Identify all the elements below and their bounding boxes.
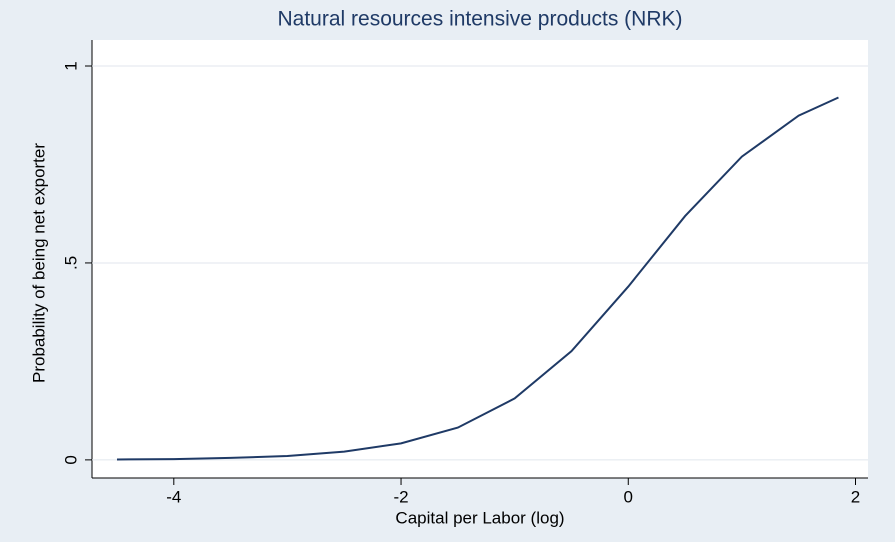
plot-area	[92, 40, 868, 478]
y-tick-label: .5	[61, 256, 80, 270]
x-tick-label: 0	[624, 487, 633, 506]
x-tick-label: -4	[166, 487, 181, 506]
y-tick-label: 1	[61, 61, 80, 70]
x-axis-label: Capital per Labor (log)	[395, 508, 564, 527]
y-axis-label: Probability of being net exporter	[29, 143, 48, 383]
chart-title: Natural resources intensive products (NR…	[278, 8, 683, 31]
line	[116, 96, 839, 461]
y-tick-label: 0	[61, 455, 80, 464]
x-tick-label: -2	[393, 487, 408, 506]
x-tick-label: 2	[851, 487, 860, 506]
